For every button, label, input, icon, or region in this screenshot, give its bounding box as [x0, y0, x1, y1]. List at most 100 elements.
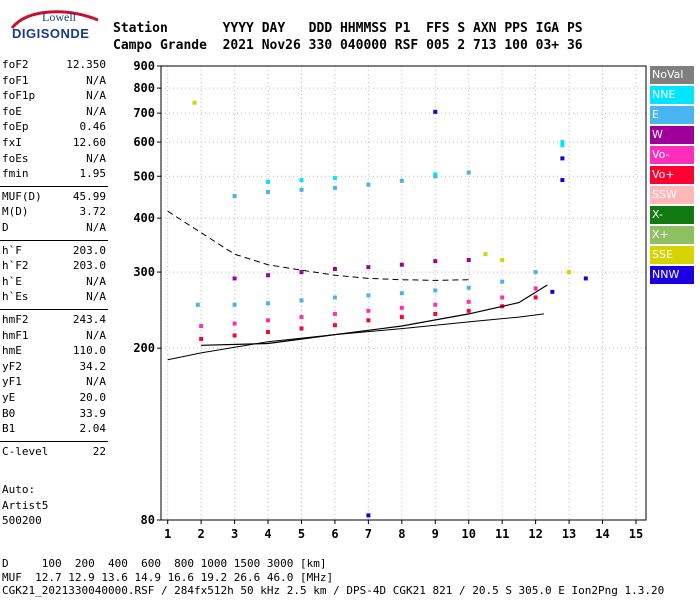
x-tick-label: 8 [398, 527, 405, 541]
echo-point-voplus [266, 329, 271, 334]
y-axis: 900 800 700 600 500 400 300 200 80 [133, 59, 161, 527]
x-tick-label: 11 [495, 527, 509, 541]
echo-point-e [466, 170, 471, 175]
param-name: hmF2 [2, 313, 29, 326]
legend-item-sse: SSE [650, 246, 694, 264]
echo-point-e [232, 194, 237, 199]
logo-lowell-text: Lowell [42, 10, 76, 24]
legend-item-noval: NoVal [650, 66, 694, 84]
echo-point-vominus [366, 308, 371, 313]
legend-item-xminus: X- [650, 206, 694, 224]
param-row-foep: foEp 0.46 [0, 120, 108, 136]
param-row-fmin: fmin 1.95 [0, 167, 108, 183]
echo-point-voplus [366, 318, 371, 323]
echo-point-vominus [266, 318, 271, 323]
y-tick-label: 900 [133, 59, 155, 73]
footer-muf-row: MUF 12.7 12.9 13.6 14.9 16.6 19.2 26.6 4… [2, 570, 334, 584]
echo-point-vominus [433, 302, 438, 307]
param-row-ye: yE 20.0 [0, 391, 108, 407]
y-tick-label: 200 [133, 341, 155, 355]
param-separator [0, 239, 108, 241]
param-name: fmin [2, 167, 29, 181]
param-value: 22 [92, 444, 106, 458]
param-value: N/A [86, 151, 106, 165]
param-value: N/A [86, 274, 106, 288]
echo-point-vominus [299, 315, 304, 320]
echo-point-nne [266, 179, 271, 184]
footer-file-info: CGK21_2021330040000.RSF / 284fx512h 50 k… [2, 584, 665, 597]
param-value: 1.95 [79, 167, 107, 181]
echo-point-voplus [466, 308, 471, 313]
echo-point-voplus [399, 315, 404, 320]
x-tick-label: 13 [562, 527, 576, 541]
echo-point-e [299, 298, 304, 303]
trace-lower-line [167, 313, 545, 361]
param-name: M(D) [2, 205, 29, 219]
param-value: 243.4 [72, 313, 106, 326]
param-row-fof1p: foF1p N/A [0, 89, 108, 105]
legend-item-e: E [650, 106, 694, 124]
echo-point-w [232, 276, 237, 281]
param-value: N/A [86, 375, 106, 389]
param-name: foEs [2, 151, 29, 165]
param-name: h`Es [2, 290, 29, 304]
echo-point-w [366, 265, 371, 270]
param-value: 203.0 [72, 243, 106, 257]
param-row-hf: h`F 203.0 [0, 244, 108, 260]
param-name: hmE [2, 344, 22, 358]
echo-point-w [299, 270, 304, 275]
param-name: foF1p [2, 89, 36, 103]
chart-grid [161, 66, 646, 520]
param-value: N/A [86, 290, 106, 304]
auto-code: 500200 [2, 514, 42, 527]
param-row-mufd: MUF(D) 45.99 [0, 190, 108, 206]
param-row-yf2: yF2 34.2 [0, 360, 108, 376]
x-tick-label: 9 [432, 527, 439, 541]
param-row-d: D N/A [0, 221, 108, 237]
x-tick-label: 7 [365, 527, 372, 541]
plot-frame [160, 65, 647, 521]
param-value: 0.46 [79, 120, 107, 134]
echo-point-nne [560, 143, 565, 148]
param-row-hmf2: hmF2 243.4 [0, 313, 108, 329]
echo-point-voplus [299, 326, 304, 331]
x-tick-label: 4 [264, 527, 271, 541]
param-row-fof2: foF2 12.350 [0, 58, 108, 74]
param-row-fxi: fxI 12.60 [0, 136, 108, 152]
param-row-yf1: yF1 N/A [0, 375, 108, 391]
param-name: foE [2, 104, 22, 118]
echo-point-w [266, 273, 271, 278]
legend-item-ssw: SSW [650, 186, 694, 204]
param-row-he: h`E N/A [0, 275, 108, 291]
echo-point-nnw [560, 178, 565, 183]
y-tick-label: 600 [133, 135, 155, 149]
param-separator [0, 185, 108, 187]
echo-point-voplus [533, 295, 538, 300]
x-tick-label: 15 [629, 527, 643, 541]
x-tick-label: 6 [331, 527, 338, 541]
param-value: N/A [86, 89, 106, 103]
echo-point-e [332, 185, 337, 190]
echo-point-nnw [366, 513, 371, 518]
footer-distance-row: D 100 200 400 600 800 1000 1500 3000 [km… [2, 557, 327, 570]
x-tick-label: 5 [298, 527, 305, 541]
param-row-md: M(D) 3.72 [0, 205, 108, 221]
param-row-hme: hmE 110.0 [0, 344, 108, 360]
echo-point-nne [332, 176, 337, 181]
param-row-b0: B0 33.9 [0, 407, 108, 423]
param-value: 110.0 [72, 344, 106, 358]
echo-point-e [399, 291, 404, 296]
legend-item-nne: NNE [650, 86, 694, 104]
param-value: 203.0 [72, 259, 106, 273]
echo-point-e [366, 293, 371, 298]
header-line-1: Station YYYY DAY DDD HHMMSS P1 FFS S AXN… [113, 21, 583, 36]
x-tick-label: 2 [198, 527, 205, 541]
param-row-clevel: C-level 22 [0, 445, 108, 461]
param-row-hes: h`Es N/A [0, 290, 108, 306]
trace-lines [167, 210, 548, 361]
echo-point-vominus [199, 324, 204, 329]
x-tick-label: 3 [231, 527, 238, 541]
x-axis: 1 2 3 4 5 6 7 8 9 10 11 12 13 14 15 [164, 520, 643, 541]
param-name: h`E [2, 274, 22, 288]
